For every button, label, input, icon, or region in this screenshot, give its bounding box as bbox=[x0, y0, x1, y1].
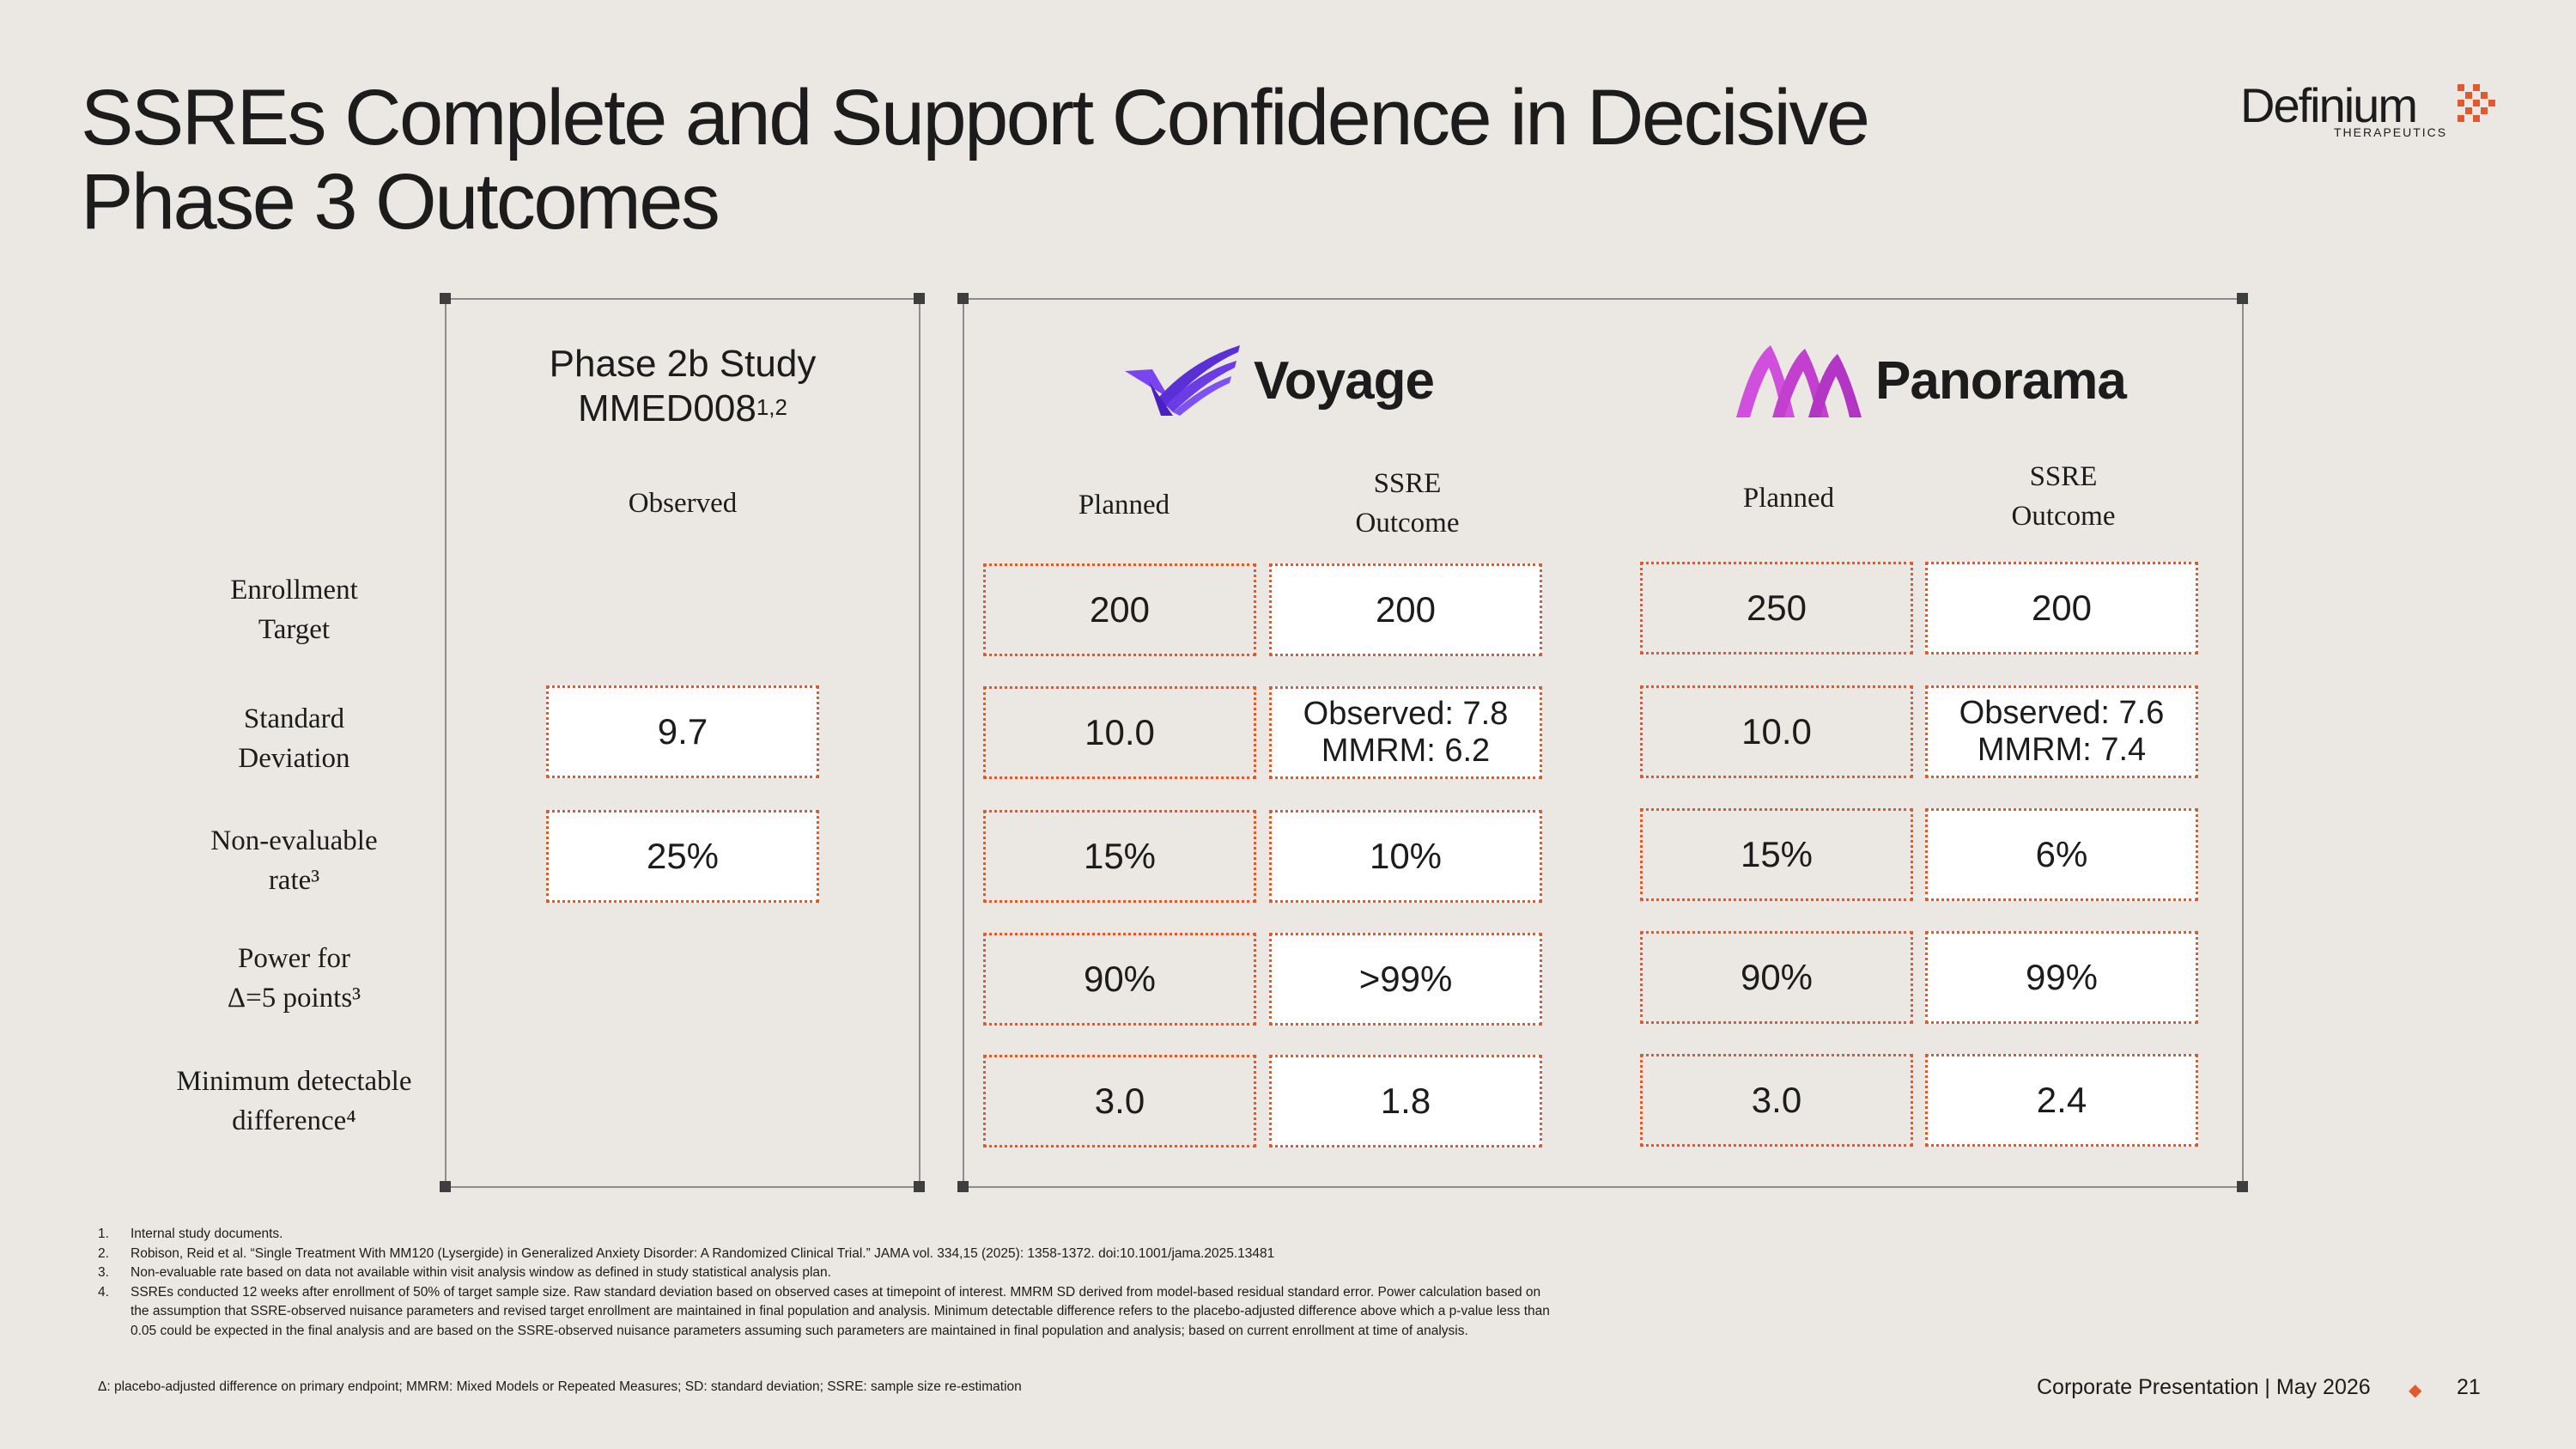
footnote-text: Non-evaluable rate based on data not ava… bbox=[131, 1265, 831, 1280]
voyage-ssre-header: SSRE Outcome bbox=[1267, 464, 1547, 543]
voyage-ssre-header-line: Outcome bbox=[1355, 508, 1460, 539]
frame-corner bbox=[957, 1181, 969, 1192]
voyage-planned-min-detectable: 3.0 bbox=[983, 1055, 1256, 1148]
phase2-non-evaluable-cell: 25% bbox=[546, 810, 819, 903]
voyage-ssre-sd-mmrm: MMRM: 6.2 bbox=[1321, 733, 1491, 769]
voyage-planned-power: 90% bbox=[983, 933, 1256, 1026]
panorama-planned-min-detectable: 3.0 bbox=[1640, 1054, 1913, 1147]
frame-corner bbox=[2237, 1181, 2248, 1192]
voyage-ssre-enrollment: 200 bbox=[1269, 563, 1542, 656]
panorama-ssre-power: 99% bbox=[1925, 931, 2198, 1024]
row-label-line: difference⁴ bbox=[232, 1105, 356, 1136]
frame-corner bbox=[914, 293, 925, 304]
phase2-study-id: MMED008 bbox=[578, 387, 756, 429]
frame-corner bbox=[440, 1181, 451, 1192]
footnote-number: 4. bbox=[98, 1284, 109, 1300]
phase2-title-line-1: Phase 2b Study bbox=[549, 343, 817, 385]
phase2-footnote-ref: 1,2 bbox=[756, 394, 787, 420]
panorama-ssre-non-evaluable: 6% bbox=[1925, 808, 2198, 901]
row-label-line: Δ=5 points³ bbox=[227, 983, 361, 1014]
panorama-planned-non-evaluable: 15% bbox=[1640, 808, 1913, 901]
footer-diamond-icon: ◆ bbox=[2409, 1381, 2422, 1400]
voyage-ssre-header-line: SSRE bbox=[1373, 468, 1442, 499]
panorama-ssre-min-detectable: 2.4 bbox=[1925, 1054, 2198, 1147]
footer-label: Corporate Presentation | May 2026 bbox=[2037, 1375, 2371, 1399]
row-label-line: Power for bbox=[237, 943, 351, 974]
frame-corner bbox=[914, 1181, 925, 1192]
footnote-number: 1. bbox=[98, 1227, 109, 1241]
row-label-min-detectable: Minimum detectable difference⁴ bbox=[120, 1062, 468, 1141]
voyage-ssre-std-dev: Observed: 7.8 MMRM: 6.2 bbox=[1269, 686, 1542, 779]
footnote-text: Internal study documents. bbox=[131, 1227, 283, 1241]
panorama-ssre-std-dev: Observed: 7.6 MMRM: 7.4 bbox=[1925, 685, 2198, 778]
phase2-frame bbox=[445, 298, 920, 1188]
voyage-brand: Voyage bbox=[1123, 344, 1435, 417]
footnote-text: SSREs conducted 12 weeks after enrollmen… bbox=[131, 1284, 1550, 1338]
panorama-brand: Panorama bbox=[1735, 342, 2127, 419]
voyage-planned-header: Planned bbox=[1078, 490, 1170, 521]
voyage-planned-enrollment: 200 bbox=[983, 563, 1256, 656]
footnote-number: 2. bbox=[98, 1245, 109, 1261]
row-label-line: Standard bbox=[243, 703, 345, 734]
panorama-name: Panorama bbox=[1875, 350, 2127, 411]
logo-subtitle: THERAPEUTICS bbox=[2334, 125, 2448, 139]
footnotes: 1. Internal study documents. 2. Robison, R… bbox=[98, 1225, 1558, 1341]
panorama-ssre-enrollment: 200 bbox=[1925, 562, 2198, 654]
row-label-enrollment: Enrollment Target bbox=[120, 570, 468, 649]
row-label-line: Enrollment bbox=[230, 575, 358, 606]
panorama-planned-header: Planned bbox=[1742, 483, 1835, 514]
panorama-ssre-header-line: SSRE bbox=[2029, 461, 2098, 492]
voyage-ssre-non-evaluable: 10% bbox=[1269, 810, 1542, 903]
row-label-line: Target bbox=[258, 614, 331, 645]
panorama-ssre-sd-mmrm: MMRM: 7.4 bbox=[1977, 732, 2147, 768]
page-number: 21 bbox=[2457, 1375, 2481, 1399]
voyage-ssre-sd-observed: Observed: 7.8 bbox=[1303, 696, 1509, 732]
panorama-ssre-header-line: Outcome bbox=[2011, 501, 2116, 532]
company-logo: Definium THERAPEUTICS bbox=[2237, 77, 2495, 146]
voyage-name: Voyage bbox=[1254, 350, 1435, 411]
row-label-non-evaluable: Non-evaluable rate³ bbox=[120, 821, 468, 900]
frame-corner bbox=[957, 293, 969, 304]
frame-corner bbox=[440, 293, 451, 304]
phase2-title-line-2: MMED0081,2 bbox=[481, 387, 884, 431]
footnote: 2. Robison, Reid et al. “Single Treatment… bbox=[98, 1245, 1558, 1264]
voyage-planned-non-evaluable: 15% bbox=[983, 810, 1256, 903]
panorama-planned-std-dev: 10.0 bbox=[1640, 685, 1913, 778]
phase2-observed-header: Observed bbox=[628, 488, 738, 519]
voyage-planned-std-dev: 10.0 bbox=[983, 686, 1256, 779]
phase3-frame bbox=[963, 298, 2244, 1188]
panorama-ssre-sd-observed: Observed: 7.6 bbox=[1959, 695, 2165, 731]
panorama-planned-power: 90% bbox=[1640, 931, 1913, 1024]
row-label-line: Deviation bbox=[238, 743, 350, 774]
panorama-logo-icon bbox=[1736, 345, 1862, 417]
row-label-line: rate³ bbox=[268, 865, 320, 896]
footnote-number: 3. bbox=[98, 1265, 109, 1280]
voyage-ssre-min-detectable: 1.8 bbox=[1269, 1055, 1542, 1148]
row-label-power: Power for Δ=5 points³ bbox=[120, 939, 468, 1018]
phase2-std-dev-cell: 9.7 bbox=[546, 685, 819, 778]
slide-title: SSREs Complete and Support Confidence in… bbox=[81, 76, 2056, 244]
panorama-ssre-header: SSRE Outcome bbox=[1923, 457, 2203, 536]
footnote: 3. Non-evaluable rate based on data not a… bbox=[98, 1263, 1558, 1283]
logo-wordmark: Definium bbox=[2240, 78, 2418, 132]
row-label-line: Non-evaluable bbox=[210, 825, 378, 856]
voyage-logo-icon bbox=[1125, 345, 1240, 416]
frame-corner bbox=[2237, 293, 2248, 304]
slide-title-line-2: Phase 3 Outcomes bbox=[81, 158, 720, 246]
abbreviations: Δ: placebo-adjusted difference on primar… bbox=[98, 1379, 1022, 1394]
footnote: 1. Internal study documents. bbox=[98, 1225, 1558, 1245]
logo-dots-icon bbox=[2458, 84, 2495, 122]
phase2-study-title: Phase 2b Study MMED0081,2 bbox=[481, 342, 884, 431]
panorama-planned-enrollment: 250 bbox=[1640, 562, 1913, 654]
footnote-text: Robison, Reid et al. “Single Treatment W… bbox=[131, 1245, 1275, 1261]
slide-title-line-1: SSREs Complete and Support Confidence in… bbox=[81, 74, 1870, 161]
footnote: 4. SSREs conducted 12 weeks after enrollm… bbox=[98, 1283, 1558, 1342]
row-label-std-dev: Standard Deviation bbox=[120, 699, 468, 778]
row-label-line: Minimum detectable bbox=[176, 1066, 412, 1097]
voyage-ssre-power: >99% bbox=[1269, 933, 1542, 1026]
